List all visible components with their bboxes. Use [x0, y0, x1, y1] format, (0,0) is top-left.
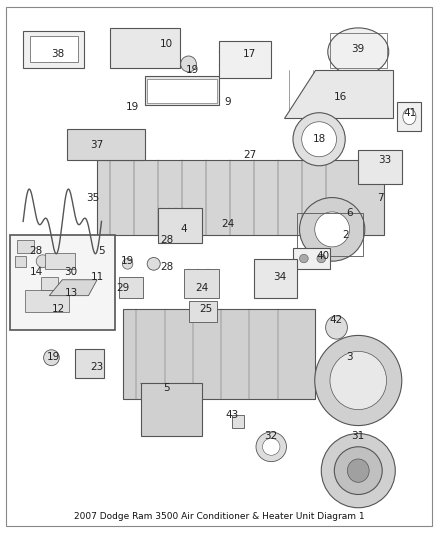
- Text: 12: 12: [51, 304, 64, 314]
- Ellipse shape: [302, 122, 336, 157]
- Text: 19: 19: [121, 256, 134, 266]
- Text: 25: 25: [199, 304, 212, 314]
- Ellipse shape: [293, 113, 345, 166]
- Text: 38: 38: [51, 50, 64, 59]
- Text: 2007 Dodge Ram 3500 Air Conditioner & Heater Unit Diagram 1: 2007 Dodge Ram 3500 Air Conditioner & He…: [74, 512, 364, 521]
- Bar: [25, 290, 69, 312]
- Text: 30: 30: [64, 267, 78, 277]
- Bar: [219, 41, 271, 78]
- Bar: [254, 259, 297, 298]
- Text: 42: 42: [330, 314, 343, 325]
- Ellipse shape: [256, 432, 286, 462]
- Bar: [184, 269, 219, 298]
- Text: 34: 34: [273, 272, 286, 282]
- Text: 43: 43: [226, 410, 239, 420]
- Bar: [23, 30, 84, 68]
- Bar: [397, 102, 421, 131]
- Text: 24: 24: [195, 282, 208, 293]
- Text: 37: 37: [91, 140, 104, 150]
- Text: 4: 4: [181, 224, 187, 235]
- Text: 35: 35: [86, 192, 99, 203]
- Text: 32: 32: [265, 431, 278, 441]
- Text: 19: 19: [186, 66, 200, 75]
- Ellipse shape: [44, 350, 59, 366]
- Ellipse shape: [181, 56, 196, 72]
- Text: 16: 16: [334, 92, 347, 102]
- Bar: [158, 208, 201, 243]
- Polygon shape: [49, 280, 97, 296]
- Text: 18: 18: [312, 134, 326, 144]
- Bar: [15, 256, 26, 266]
- Text: 40: 40: [317, 251, 330, 261]
- Ellipse shape: [330, 351, 387, 410]
- Text: 31: 31: [352, 431, 365, 441]
- Text: 28: 28: [160, 235, 173, 245]
- Ellipse shape: [315, 212, 350, 247]
- Ellipse shape: [315, 335, 402, 425]
- Bar: [358, 150, 402, 184]
- Ellipse shape: [36, 255, 49, 268]
- Text: 6: 6: [346, 208, 353, 219]
- Bar: [10, 235, 115, 330]
- Ellipse shape: [262, 438, 280, 455]
- Ellipse shape: [321, 433, 395, 508]
- Text: 24: 24: [221, 219, 234, 229]
- Text: 28: 28: [30, 246, 43, 256]
- Text: 14: 14: [30, 267, 43, 277]
- Polygon shape: [141, 383, 201, 436]
- Bar: [110, 28, 180, 68]
- Text: 5: 5: [98, 246, 105, 256]
- Bar: [17, 240, 34, 253]
- Bar: [232, 415, 244, 428]
- Polygon shape: [284, 70, 393, 118]
- Text: 28: 28: [160, 262, 173, 271]
- Bar: [293, 248, 330, 269]
- Text: 7: 7: [377, 192, 383, 203]
- Text: 27: 27: [243, 150, 256, 160]
- Ellipse shape: [403, 109, 416, 125]
- Text: 3: 3: [346, 352, 353, 361]
- Text: 19: 19: [47, 352, 60, 361]
- Text: 33: 33: [378, 156, 391, 165]
- Polygon shape: [97, 160, 385, 235]
- Bar: [119, 277, 143, 298]
- Bar: [75, 349, 104, 378]
- Text: 5: 5: [163, 383, 170, 393]
- Bar: [330, 33, 387, 68]
- Text: 41: 41: [404, 108, 417, 118]
- Bar: [67, 128, 145, 160]
- Ellipse shape: [300, 254, 308, 263]
- Ellipse shape: [122, 259, 133, 269]
- Ellipse shape: [147, 257, 160, 270]
- Bar: [30, 36, 78, 62]
- Bar: [41, 277, 58, 290]
- Text: 17: 17: [243, 50, 256, 59]
- Ellipse shape: [300, 198, 365, 261]
- Bar: [45, 253, 75, 269]
- Text: 9: 9: [224, 97, 231, 107]
- Ellipse shape: [347, 459, 369, 482]
- Text: 10: 10: [160, 39, 173, 49]
- Text: 23: 23: [91, 362, 104, 372]
- Ellipse shape: [328, 28, 389, 76]
- Ellipse shape: [317, 254, 325, 263]
- Text: 2: 2: [342, 230, 349, 240]
- Polygon shape: [123, 309, 315, 399]
- Text: 19: 19: [125, 102, 138, 112]
- Bar: [188, 301, 217, 322]
- Ellipse shape: [334, 447, 382, 495]
- Ellipse shape: [325, 316, 347, 339]
- Text: 39: 39: [352, 44, 365, 54]
- Bar: [145, 76, 219, 105]
- Text: 13: 13: [64, 288, 78, 298]
- Bar: [297, 214, 363, 256]
- Bar: [147, 79, 217, 103]
- Text: 29: 29: [117, 282, 130, 293]
- Text: 11: 11: [91, 272, 104, 282]
